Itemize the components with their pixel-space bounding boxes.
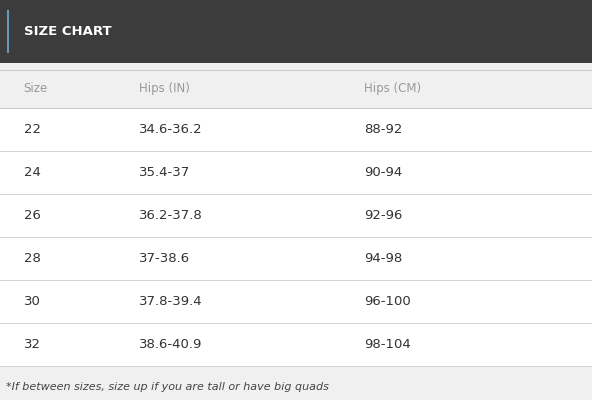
Text: *If between sizes, size up if you are tall or have big quads: *If between sizes, size up if you are ta… <box>6 382 329 392</box>
Text: 37.8-39.4: 37.8-39.4 <box>139 295 202 308</box>
Bar <box>0 0 592 63</box>
Text: 32: 32 <box>24 338 41 351</box>
Text: 94-98: 94-98 <box>364 252 403 265</box>
Text: 98-104: 98-104 <box>364 338 411 351</box>
Bar <box>0 237 592 280</box>
Text: 30: 30 <box>24 295 41 308</box>
Bar <box>0 70 592 108</box>
Bar <box>0 194 592 237</box>
Text: 37-38.6: 37-38.6 <box>139 252 190 265</box>
Text: 36.2-37.8: 36.2-37.8 <box>139 209 203 222</box>
Text: 38.6-40.9: 38.6-40.9 <box>139 338 202 351</box>
Text: 92-96: 92-96 <box>364 209 403 222</box>
Bar <box>0 151 592 194</box>
Text: Hips (IN): Hips (IN) <box>139 82 190 96</box>
Text: Size: Size <box>24 82 48 96</box>
Text: 34.6-36.2: 34.6-36.2 <box>139 123 202 136</box>
Text: 35.4-37: 35.4-37 <box>139 166 191 179</box>
Text: 26: 26 <box>24 209 41 222</box>
Bar <box>0 108 592 151</box>
Text: Hips (CM): Hips (CM) <box>364 82 421 96</box>
Bar <box>0 280 592 323</box>
Text: 22: 22 <box>24 123 41 136</box>
Text: 90-94: 90-94 <box>364 166 403 179</box>
Bar <box>7 10 9 53</box>
Text: 88-92: 88-92 <box>364 123 403 136</box>
Text: 24: 24 <box>24 166 41 179</box>
Text: SIZE CHART: SIZE CHART <box>24 25 111 38</box>
Bar <box>0 323 592 366</box>
Text: 28: 28 <box>24 252 41 265</box>
Text: 96-100: 96-100 <box>364 295 411 308</box>
Bar <box>0 70 592 366</box>
